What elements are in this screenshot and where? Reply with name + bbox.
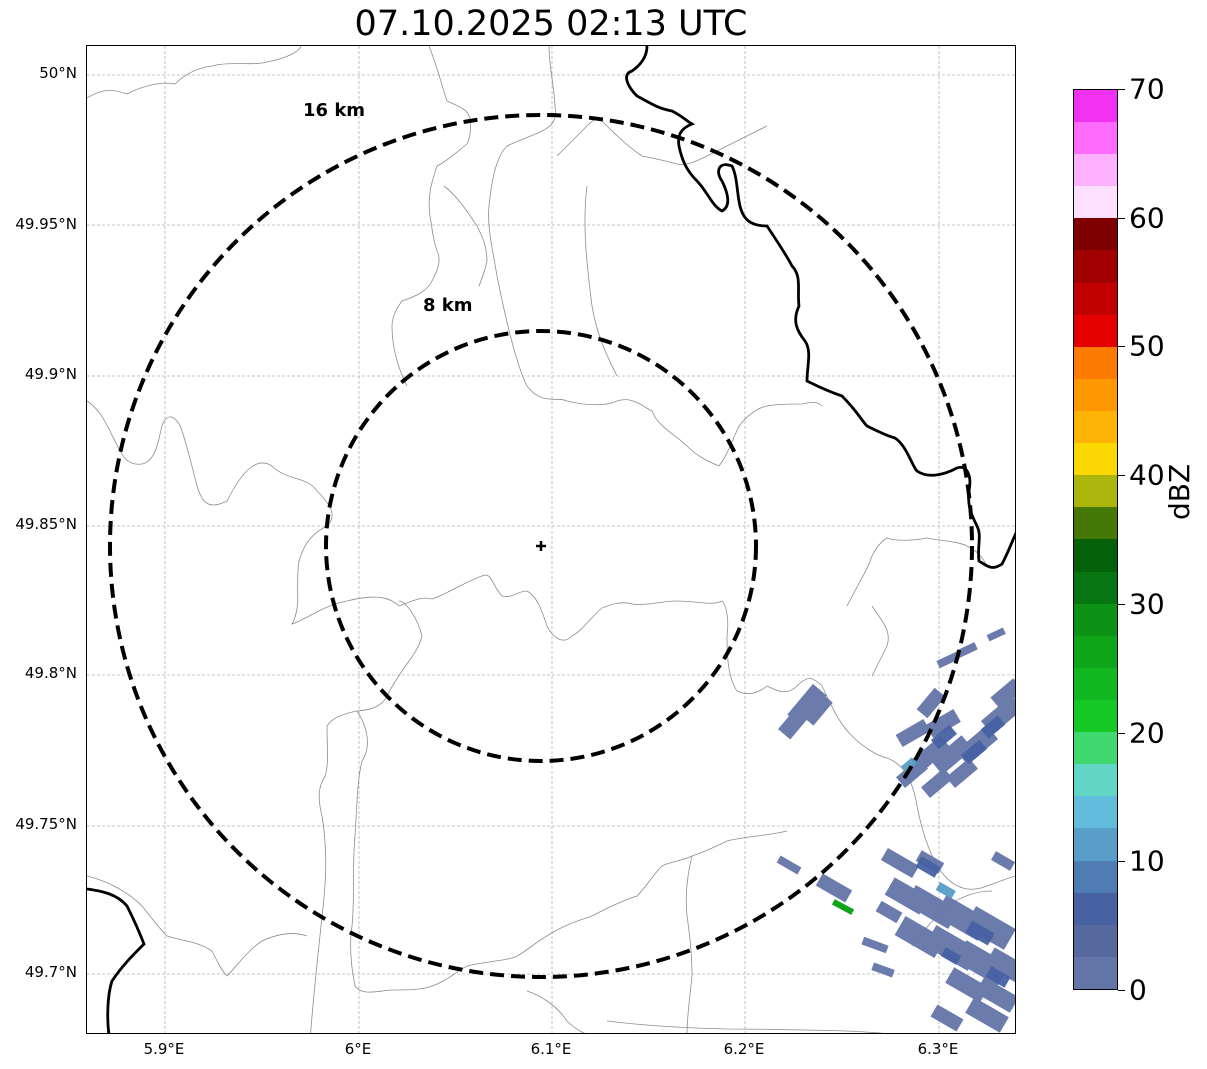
map-title: 07.10.2025 02:13 UTC bbox=[354, 4, 748, 44]
colorbar-tick-label: 20 bbox=[1129, 716, 1165, 750]
colorbar-segment bbox=[1074, 700, 1117, 733]
radar-echoes bbox=[776, 627, 1015, 1033]
colorbar-tick-label: 0 bbox=[1129, 973, 1147, 1007]
colorbar-segment bbox=[1074, 154, 1117, 187]
colorbar-tick bbox=[1118, 603, 1125, 605]
radar-map-canvas bbox=[87, 46, 1015, 1033]
colorbar-segment bbox=[1074, 603, 1117, 636]
colorbar-segment bbox=[1074, 411, 1117, 444]
colorbar-segment bbox=[1074, 860, 1117, 893]
colorbar-tick-label: 70 bbox=[1129, 72, 1165, 106]
colorbar-tick bbox=[1118, 732, 1125, 734]
lon-tick-label: 6°E bbox=[344, 1040, 372, 1058]
lon-tick-label: 6.3°E bbox=[917, 1040, 959, 1058]
colorbar-tick bbox=[1118, 217, 1125, 219]
lat-tick-label: 49.75°N bbox=[15, 815, 77, 833]
radar-map[interactable] bbox=[86, 45, 1016, 1034]
lat-tick-label: 49.95°N bbox=[15, 215, 77, 233]
radar-site-plus-icon bbox=[536, 541, 546, 551]
colorbar-segment bbox=[1074, 378, 1117, 412]
colorbar-segment bbox=[1074, 828, 1117, 861]
colorbar-segment bbox=[1074, 539, 1117, 572]
colorbar-segment bbox=[1074, 314, 1117, 347]
colorbar-segment bbox=[1074, 956, 1117, 989]
colorbar-segment bbox=[1074, 892, 1117, 925]
map-gridlines bbox=[87, 46, 1015, 1033]
colorbar-tick-label: 10 bbox=[1129, 844, 1165, 878]
lon-tick-label: 6.2°E bbox=[723, 1040, 765, 1058]
colorbar-segment bbox=[1074, 443, 1117, 476]
colorbar-tick bbox=[1118, 861, 1125, 863]
colorbar-tick-label: 40 bbox=[1129, 458, 1165, 492]
colorbar-segment bbox=[1074, 924, 1117, 957]
ring-label-8km: 8 km bbox=[423, 295, 473, 316]
colorbar-segment bbox=[1074, 250, 1117, 283]
colorbar-label: dBZ bbox=[1163, 463, 1196, 520]
range-ring-8km bbox=[324, 329, 758, 763]
colorbar-segment bbox=[1074, 186, 1117, 219]
dbz-colorbar bbox=[1073, 89, 1118, 990]
lat-tick-label: 50°N bbox=[39, 64, 77, 82]
colorbar-tick bbox=[1118, 346, 1125, 348]
national-borders bbox=[87, 46, 1015, 1033]
lat-tick-label: 49.8°N bbox=[24, 664, 77, 682]
range-ring-16km bbox=[108, 113, 974, 979]
colorbar-segment bbox=[1074, 796, 1117, 829]
lat-tick-label: 49.7°N bbox=[24, 963, 77, 981]
colorbar-segment bbox=[1074, 475, 1117, 508]
colorbar-segment bbox=[1074, 571, 1117, 604]
colorbar-segment bbox=[1074, 218, 1117, 251]
colorbar-tick bbox=[1118, 475, 1125, 477]
lat-tick-label: 49.9°N bbox=[24, 365, 77, 383]
colorbar-tick bbox=[1118, 89, 1125, 90]
colorbar-segment bbox=[1074, 282, 1117, 315]
colorbar-segment bbox=[1074, 89, 1117, 123]
colorbar-tick-label: 30 bbox=[1129, 587, 1165, 621]
colorbar-segment bbox=[1074, 732, 1117, 765]
colorbar-tick-label: 60 bbox=[1129, 201, 1165, 235]
lat-tick-label: 49.85°N bbox=[15, 515, 77, 533]
colorbar-segment bbox=[1074, 346, 1117, 379]
ring-label-16km: 16 km bbox=[303, 100, 366, 121]
colorbar-segment bbox=[1074, 667, 1117, 701]
colorbar-segment bbox=[1074, 764, 1117, 797]
admin-boundaries bbox=[87, 46, 1015, 1033]
range-rings bbox=[108, 113, 974, 979]
colorbar-segment bbox=[1074, 122, 1117, 155]
lon-tick-label: 5.9°E bbox=[143, 1040, 185, 1058]
colorbar-tick-label: 50 bbox=[1129, 329, 1165, 363]
colorbar-segment bbox=[1074, 635, 1117, 668]
colorbar-segment bbox=[1074, 507, 1117, 540]
colorbar-tick bbox=[1118, 990, 1125, 991]
lon-tick-label: 6.1°E bbox=[530, 1040, 572, 1058]
